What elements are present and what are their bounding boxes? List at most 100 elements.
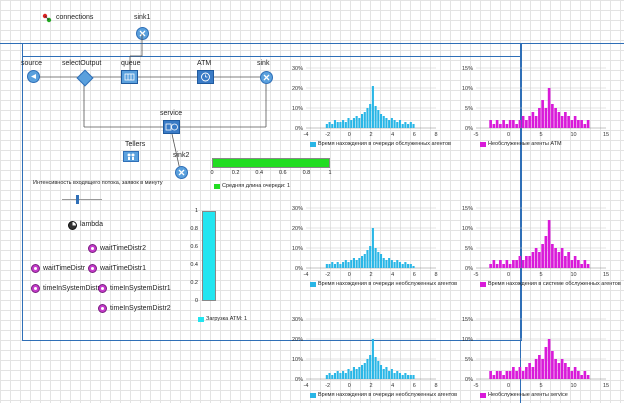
histogram-bar xyxy=(398,262,402,268)
histogram-bar xyxy=(390,260,393,268)
histogram-bar xyxy=(390,369,393,379)
histogram-bar xyxy=(355,369,358,379)
histogram-bar xyxy=(560,359,564,379)
histogram-bar xyxy=(355,116,358,128)
atm-util-legend-swatch xyxy=(198,316,204,322)
histogram-bar xyxy=(531,367,535,379)
histogram-bar xyxy=(328,264,331,268)
histogram-bar xyxy=(412,124,415,128)
histogram-5: 0% 5% 10% 15% -5 0 5 10 15 Необслуженные агенты s… xyxy=(452,313,614,399)
y-tick-label: 0% xyxy=(295,266,303,272)
sink2-node[interactable] xyxy=(175,166,188,179)
histogram-bar xyxy=(350,371,353,379)
histogram-bar xyxy=(570,371,574,379)
histogram-svg: 0% 5% 10% 15% -5 0 5 10 15 xyxy=(462,317,609,389)
histogram-bar xyxy=(521,371,525,379)
x-tick-label: -2 xyxy=(325,272,330,278)
histogram-bar xyxy=(577,371,580,379)
y-tick-label: 10% xyxy=(462,86,473,92)
service-node[interactable] xyxy=(163,120,180,134)
histogram-bar xyxy=(489,371,492,379)
histogram-bar xyxy=(573,367,577,379)
x-tick-label: 10 xyxy=(570,383,576,389)
histogram-4: 0% 10% 20% 30% -4 -2 0 2 4 6 8 Время нахождения в о… xyxy=(282,313,457,399)
histogram-bar xyxy=(564,363,567,379)
atm-util-bar-bg xyxy=(202,211,216,301)
histogram-bar xyxy=(564,112,567,128)
atm-node[interactable] xyxy=(197,70,214,84)
x-tick-label: 0 xyxy=(507,383,510,389)
histogram-bar xyxy=(567,116,570,128)
histogram-bar xyxy=(583,371,587,379)
histogram-bar xyxy=(350,120,353,128)
histogram-bar xyxy=(331,262,334,268)
connections-icon[interactable] xyxy=(42,13,52,23)
histogram-bar xyxy=(554,359,557,379)
fn-label: timeInSystemDistr2 xyxy=(110,305,171,312)
histogram-bar xyxy=(352,367,355,379)
function-icon xyxy=(98,284,107,293)
slider-thumb[interactable] xyxy=(76,195,79,204)
histogram-bar xyxy=(502,375,505,379)
atm-util-chart: 1 0.8 0.6 0.4 0.2 0 xyxy=(186,208,226,304)
histogram-legend-swatch xyxy=(480,141,486,147)
histogram-legend-text: Необслуженные агенты ATM xyxy=(488,141,562,147)
histogram-bar xyxy=(577,120,580,128)
histogram-bar xyxy=(355,260,358,268)
sink1-node[interactable] xyxy=(136,27,149,40)
histogram-legend: Необслуженные агенты service xyxy=(480,392,568,398)
queue-node[interactable] xyxy=(121,70,138,84)
histogram-bar xyxy=(547,88,551,128)
histogram-legend-text: Время нахождения в системе обслуженных а… xyxy=(488,281,621,287)
fn-time-in-system-distr1[interactable]: timeInSystemDistr1 xyxy=(98,284,171,293)
x-tick-label: 15 xyxy=(603,272,609,278)
histogram-bar xyxy=(396,371,399,379)
connections-label: connections xyxy=(56,14,94,21)
fn-time-in-system-distr2[interactable]: timeInSystemDistr2 xyxy=(98,304,171,313)
tellers-icon[interactable] xyxy=(123,151,139,162)
histogram-bar xyxy=(358,367,361,379)
histogram-bar xyxy=(515,260,518,268)
queue-length-tick: 0 xyxy=(210,170,214,176)
histogram-bar xyxy=(570,120,574,128)
histogram-bar xyxy=(342,371,345,379)
histogram-svg: 0% 5% 10% 15% -5 0 5 10 15 xyxy=(462,66,609,138)
queue-length-legend-text: Средняя длина очереди: 1 xyxy=(222,183,291,189)
histogram-bar xyxy=(404,122,407,128)
histogram-bar xyxy=(377,110,380,128)
x-tick-label: 15 xyxy=(603,132,609,138)
histogram-legend-text: Необслуженные агенты service xyxy=(488,392,568,398)
slider-title: Интенсивность входящего потока, заявок в… xyxy=(33,180,163,186)
x-tick-label: 4 xyxy=(391,132,394,138)
histogram-bar xyxy=(401,124,404,128)
sink-label: sink xyxy=(257,60,270,67)
histogram-bar xyxy=(393,373,396,379)
source-node[interactable] xyxy=(27,70,40,83)
histogram-bar xyxy=(388,258,391,268)
histogram-bar xyxy=(534,116,538,128)
histogram-bar xyxy=(385,260,388,268)
fn-time-in-system-distr[interactable]: timeInSystemDistr xyxy=(31,284,100,293)
histogram-bar xyxy=(557,363,561,379)
fn-wait-time-distr2[interactable]: waitTimeDistr2 xyxy=(88,244,146,253)
histogram-svg: 0% 5% 10% 15% -5 0 5 10 15 xyxy=(462,206,609,278)
histogram-bar xyxy=(515,124,518,128)
sink-node[interactable] xyxy=(260,71,273,84)
histogram-bar xyxy=(518,367,522,379)
histogram-bar xyxy=(382,369,385,379)
histogram-bar xyxy=(492,124,496,128)
fn-wait-time-distr1[interactable]: waitTimeDistr1 xyxy=(88,264,146,273)
histogram-bar xyxy=(525,256,528,268)
lambda-icon[interactable] xyxy=(68,221,77,230)
histogram-bar xyxy=(401,375,404,379)
atm-util-tick: 0.8 xyxy=(190,226,198,232)
histogram-bar xyxy=(342,262,345,268)
fn-wait-time-distr[interactable]: waitTimeDistr xyxy=(31,264,85,273)
lambda-slider[interactable] xyxy=(62,195,102,205)
histogram-bar xyxy=(525,120,528,128)
histogram-bar xyxy=(528,256,531,268)
queue-length-tick: 0.2 xyxy=(231,170,240,176)
atm-util-legend-text: Загрузка ATM: 1 xyxy=(206,316,248,322)
histogram-bar xyxy=(409,375,412,379)
histogram-bar xyxy=(505,371,509,379)
